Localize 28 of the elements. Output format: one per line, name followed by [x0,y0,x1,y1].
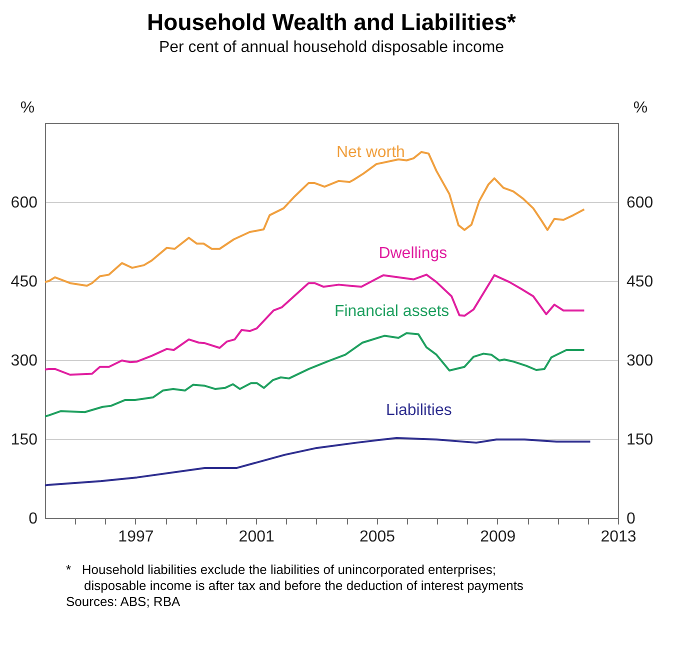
chart-subtitle: Per cent of annual household disposable income [158,39,504,56]
y-tick-label: 150 [10,432,38,448]
line-series [45,436,592,486]
x-tick-label: 2009 [480,528,516,546]
source-note: Sources: ABS; RBA [66,594,182,610]
x-tick-label: 2001 [238,528,275,546]
x-tick-label: 2005 [359,528,396,546]
y2-tick-label: 150 [626,432,654,448]
y-axis-title: % [20,100,35,116]
text: * Household liabilities exclude the liabilities of unincorporated enterprises; disposable income is after tax and before the deduction of interest payments [66,562,524,594]
chart-title: Household Wealth and Liabilities* [147,9,516,35]
y-tick-label: 450 [10,274,38,290]
y2-tick-label: 300 [626,352,654,370]
y2-axis-title: % [633,100,648,116]
x-tick-label: 1997 [118,528,154,546]
y-tick-label: 600 [10,194,38,212]
line-series [45,332,586,418]
series-label: Liabilities [386,402,452,420]
y-tick-label: 300 [10,352,38,370]
series-label: Dwellings [378,245,448,262]
series-label: Financial assets [334,303,450,320]
y-tick-label: 0 [28,510,38,528]
line-series [45,274,586,376]
series-label: Net worth [336,144,405,161]
y2-tick-label: 0 [626,510,636,528]
x-tick-label: 2013 [600,528,636,546]
y2-tick-label: 450 [626,274,654,290]
y2-tick-label: 600 [626,194,654,212]
